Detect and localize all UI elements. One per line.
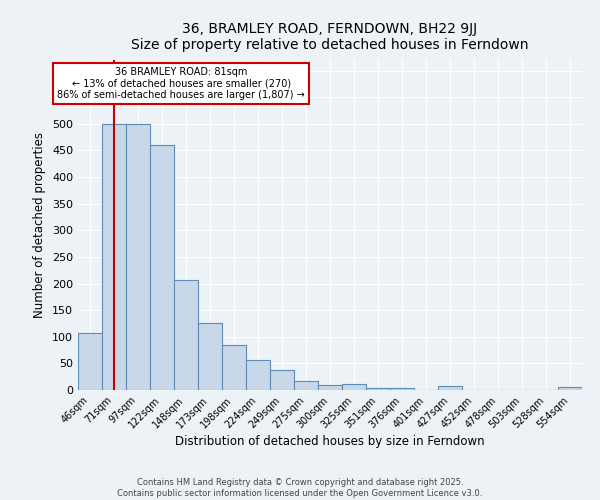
Bar [558,387,582,390]
Bar [366,388,390,390]
Bar [390,388,414,390]
Bar [198,324,222,390]
Bar [78,333,102,390]
Bar [150,145,174,390]
Bar [438,386,462,390]
Bar [102,124,126,390]
Bar [126,124,150,390]
Bar [246,360,270,390]
Bar [174,280,198,390]
Bar [342,384,366,390]
Text: 36 BRAMLEY ROAD: 81sqm
← 13% of detached houses are smaller (270)
86% of semi-de: 36 BRAMLEY ROAD: 81sqm ← 13% of detached… [58,67,305,100]
Bar [222,346,246,390]
Bar [294,382,318,390]
Text: Contains HM Land Registry data © Crown copyright and database right 2025.
Contai: Contains HM Land Registry data © Crown c… [118,478,482,498]
Title: 36, BRAMLEY ROAD, FERNDOWN, BH22 9JJ
Size of property relative to detached house: 36, BRAMLEY ROAD, FERNDOWN, BH22 9JJ Siz… [131,22,529,52]
Bar [318,384,342,390]
X-axis label: Distribution of detached houses by size in Ferndown: Distribution of detached houses by size … [175,436,485,448]
Y-axis label: Number of detached properties: Number of detached properties [34,132,46,318]
Bar [270,370,294,390]
